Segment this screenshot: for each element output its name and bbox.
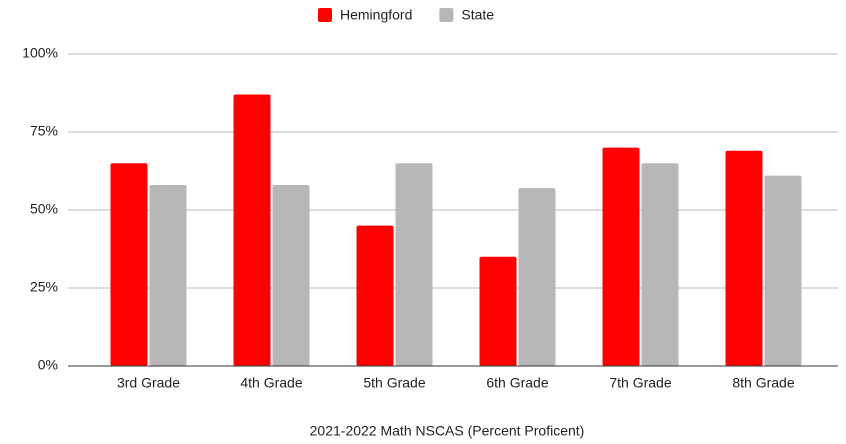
x-tick-label: 8th Grade	[732, 375, 794, 391]
bar	[479, 256, 517, 366]
bar	[272, 185, 310, 366]
y-tick-label: 0%	[38, 357, 58, 373]
x-tick-label: 4th Grade	[240, 375, 302, 391]
y-tick-label: 25%	[30, 279, 58, 295]
legend-swatch	[318, 8, 332, 22]
bar	[725, 150, 763, 366]
bar	[149, 185, 187, 366]
legend-label: State	[461, 7, 494, 23]
bar	[110, 163, 148, 366]
y-tick-label: 50%	[30, 201, 58, 217]
x-tick-label: 6th Grade	[486, 375, 548, 391]
chart-title: 2021-2022 Math NSCAS (Percent Proficent)	[310, 423, 585, 439]
bar	[641, 163, 679, 366]
x-tick-label: 5th Grade	[363, 375, 425, 391]
bar	[233, 94, 271, 366]
x-tick-label: 7th Grade	[609, 375, 671, 391]
y-tick-label: 100%	[22, 45, 58, 61]
legend-label: Hemingford	[340, 7, 412, 23]
bar	[602, 147, 640, 366]
bar	[395, 163, 433, 366]
x-tick-label: 3rd Grade	[117, 375, 180, 391]
y-tick-label: 75%	[30, 123, 58, 139]
bar	[518, 188, 556, 366]
bar	[356, 225, 394, 366]
legend-swatch	[439, 8, 454, 22]
bar	[764, 175, 802, 366]
